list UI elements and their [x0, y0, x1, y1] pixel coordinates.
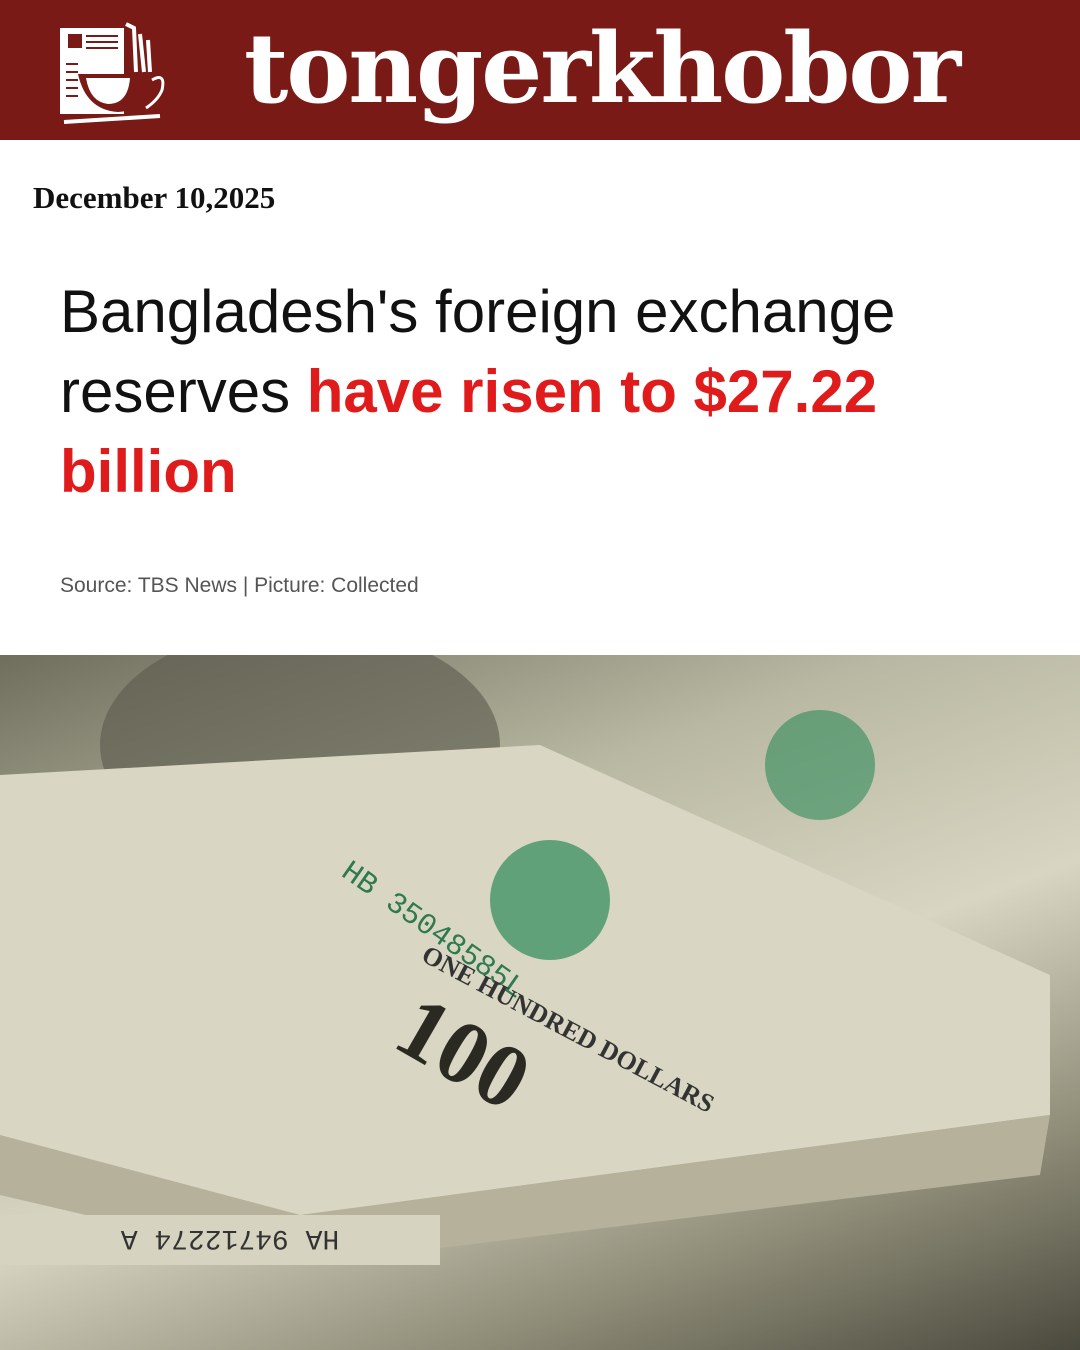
source-credit: Source: TBS News | Picture: Collected: [60, 574, 419, 597]
headline-highlight: have risen to $27.22 billion: [60, 358, 878, 505]
bill-stack: [0, 745, 1050, 1215]
treasury-seal: [490, 840, 610, 960]
newspaper-coffee-cup-icon: [60, 22, 165, 124]
dollar-bills-photo: HB 35048585L ONE HUNDRED DOLLARS HA 9471…: [0, 655, 1080, 1350]
serial-number-2: HA 94712274 A: [121, 1222, 340, 1253]
brand-name: tongerkhobor: [244, 12, 961, 125]
headline-plain: Bangladesh's foreign exchange reserves: [60, 278, 896, 425]
post-date: December 10,2025: [33, 180, 276, 215]
bottom-bill: [0, 1215, 440, 1265]
treasury-seal: [765, 710, 875, 820]
header-bar: tongerkhobor: [0, 0, 1080, 140]
dollar-bills-illustration: HB 35048585L ONE HUNDRED DOLLARS HA 9471…: [0, 655, 1050, 1265]
headline: Bangladesh's foreign exchange reserves h…: [60, 272, 1040, 512]
